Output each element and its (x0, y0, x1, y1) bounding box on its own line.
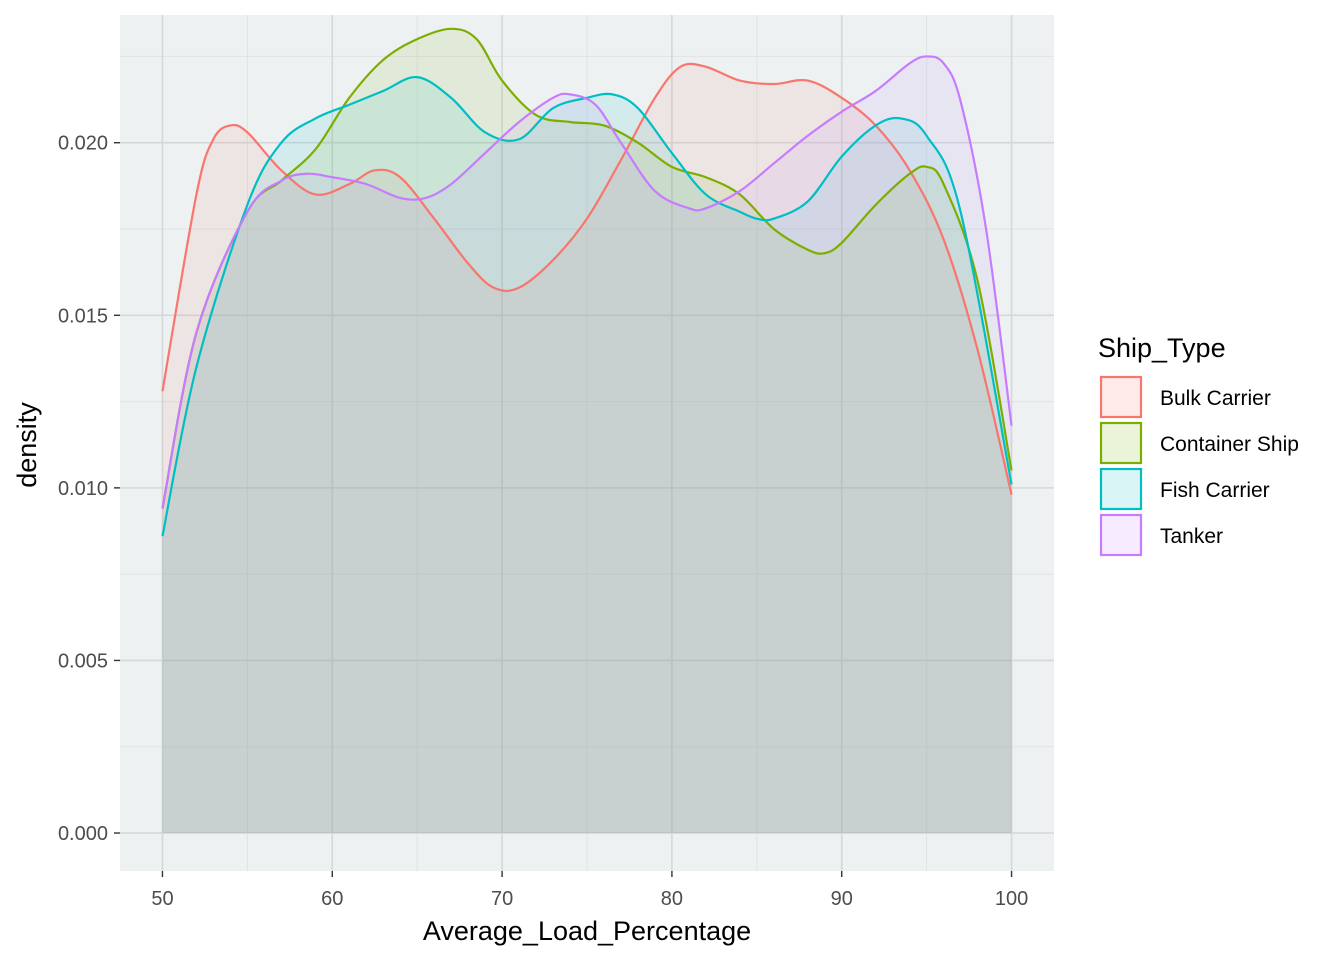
x-axis-title: Average_Load_Percentage (423, 916, 751, 946)
x-tick-label: 100 (995, 888, 1028, 910)
y-tick-label: 0.015 (58, 305, 108, 327)
x-tick-label: 70 (491, 888, 513, 910)
y-tick-label: 0.020 (58, 133, 108, 155)
legend-key-tanker (1099, 513, 1143, 557)
legend-label-tanker: Tanker (1160, 525, 1223, 548)
legend-key-bg (1099, 513, 1143, 557)
legend-key-bulk-carrier (1099, 375, 1143, 419)
y-tick-label: 0.010 (58, 478, 108, 500)
y-axis-title: density (12, 402, 42, 488)
density-line-container-ship (161, 27, 1013, 509)
x-tick-label: 60 (321, 888, 343, 910)
legend-label-bulk-carrier: Bulk Carrier (1160, 387, 1271, 410)
legend-label-fish-carrier: Fish Carrier (1160, 479, 1270, 502)
density-area-bulk-carrier (162, 63, 1012, 834)
legend-label-container-ship: Container Ship (1160, 433, 1299, 456)
x-axis: 50 60 70 80 90 100 (151, 871, 1028, 910)
x-tick-label: 80 (661, 888, 683, 910)
legend-key-bg (1099, 421, 1143, 465)
legend-key-fish-carrier (1099, 467, 1143, 511)
density-area-tanker (162, 56, 1012, 834)
density-line-fish-carrier (161, 76, 1013, 537)
y-tick-label: 0.000 (58, 823, 108, 845)
density-lines (161, 27, 1013, 537)
density-areas (162, 28, 1012, 834)
y-tick-label: 0.005 (58, 650, 108, 672)
y-axis: 0.000 0.005 0.010 0.015 0.020 (58, 133, 120, 845)
legend-key-bg (1099, 375, 1143, 419)
x-tick-label: 50 (151, 888, 173, 910)
density-line-tanker (161, 55, 1013, 509)
legend-key-bg (1099, 467, 1143, 511)
x-tick-label: 90 (831, 888, 853, 910)
density-area-container-ship (162, 28, 1012, 834)
legend-key-container-ship (1099, 421, 1143, 465)
density-area-fish-carrier (162, 77, 1012, 834)
legend-title: Ship_Type (1098, 333, 1226, 363)
gridlines (120, 15, 1054, 871)
legend-items: Bulk Carrier Container Ship Fish Carrier Ta… (1099, 375, 1299, 557)
legend: Ship_Type Bulk Carrier Container Ship Fish… (1084, 318, 1329, 573)
